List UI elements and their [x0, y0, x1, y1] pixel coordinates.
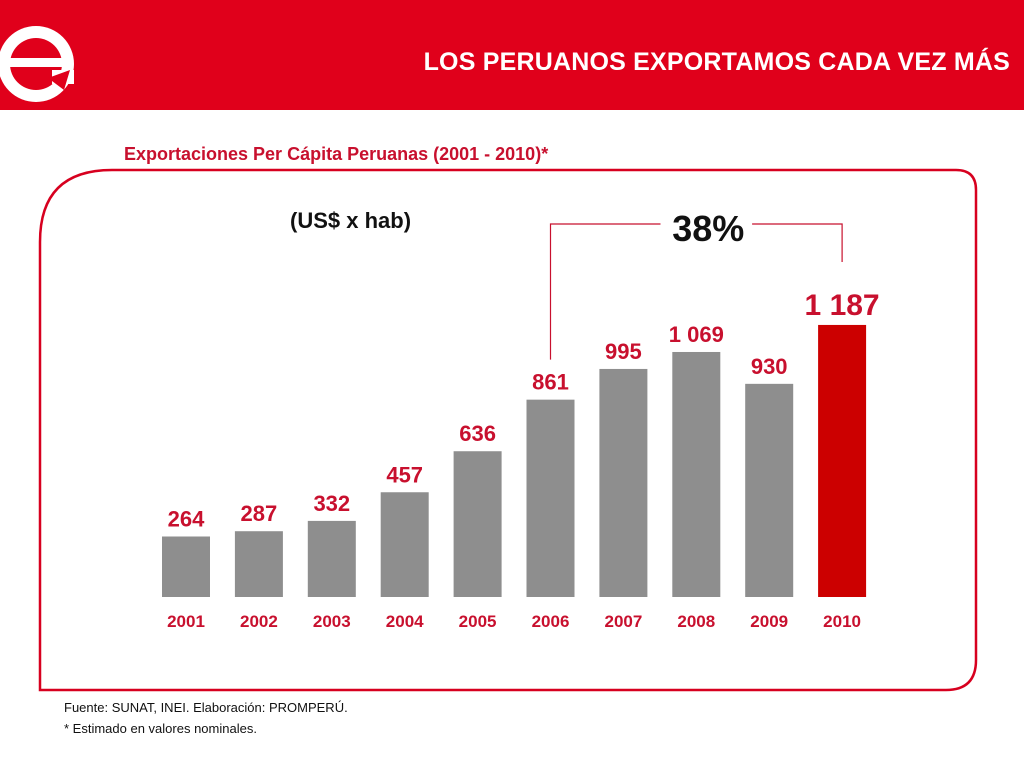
bar-2004 [380, 492, 429, 597]
page-title: LOS PERUANOS EXPORTAMOS CADA VEZ MÁS [423, 48, 1010, 76]
unit-label: (US$ x hab) [290, 208, 412, 233]
header-bar: LOS PERUANOS EXPORTAMOS CADA VEZ MÁS [0, 0, 1024, 110]
x-tick-2005: 2005 [459, 612, 497, 631]
x-tick-2002: 2002 [240, 612, 278, 631]
value-label-2001: 264 [168, 506, 205, 531]
bar-2003 [307, 520, 356, 597]
x-tick-2001: 2001 [167, 612, 205, 631]
bar-2001 [162, 536, 210, 597]
circled-e-arrow-logo-icon [0, 26, 74, 102]
value-label-2009: 930 [751, 354, 788, 379]
value-label-2005: 636 [459, 421, 496, 446]
x-tick-2008: 2008 [677, 612, 715, 631]
chart-title: Exportaciones Per Cápita Peruanas (2001 … [124, 144, 549, 164]
value-label-2002: 287 [241, 501, 278, 526]
source-note: Fuente: SUNAT, INEI. Elaboración: PROMPE… [64, 700, 348, 715]
x-tick-2007: 2007 [604, 612, 642, 631]
bar-2005 [453, 451, 502, 597]
x-tick-2004: 2004 [386, 612, 424, 631]
x-tick-2009: 2009 [750, 612, 788, 631]
growth-annotation: 38% [672, 208, 744, 249]
value-label-2007: 995 [605, 339, 642, 364]
value-label-2003: 332 [313, 491, 350, 516]
bar-2010 [818, 324, 867, 597]
bar-2006 [526, 399, 575, 597]
value-label-2010: 1 187 [805, 289, 880, 322]
footnote: * Estimado en valores nominales. [64, 721, 257, 736]
bar-2002 [234, 531, 283, 597]
x-tick-2010: 2010 [823, 612, 861, 631]
annotation-bracket-left [549, 223, 661, 360]
value-label-2006: 861 [532, 370, 569, 395]
bar-2008 [672, 351, 721, 597]
value-label-2008: 1 069 [669, 322, 724, 347]
annotation-bracket-right [752, 223, 843, 262]
bar-2007 [599, 368, 648, 597]
bar-2009 [745, 383, 794, 597]
x-tick-2006: 2006 [532, 612, 570, 631]
x-tick-2003: 2003 [313, 612, 351, 631]
value-label-2004: 457 [386, 462, 423, 487]
